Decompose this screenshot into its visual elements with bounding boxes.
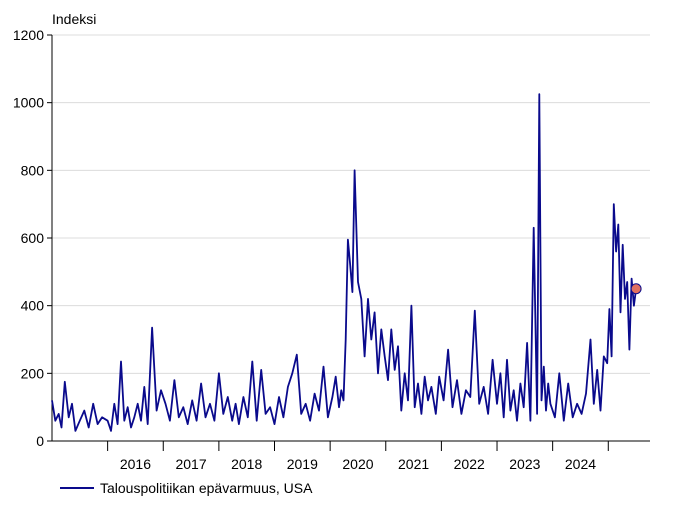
y-tick-label-800: 800 (21, 162, 45, 178)
y-tick-label-600: 600 (21, 230, 45, 246)
y-tick-label-1000: 1000 (13, 95, 44, 111)
legend-label: Talouspolitiikan epävarmuus, USA (100, 480, 313, 496)
x-tick-label-2018: 2018 (231, 456, 262, 472)
y-tick-label-0: 0 (36, 433, 44, 449)
x-tick-label-2019: 2019 (287, 456, 318, 472)
x-tick-label-2023: 2023 (509, 456, 540, 472)
x-tick-label-2016: 2016 (120, 456, 151, 472)
legend: Talouspolitiikan epävarmuus, USA (60, 480, 312, 496)
x-tick-label-2020: 2020 (342, 456, 373, 472)
x-tick-label-2022: 2022 (454, 456, 485, 472)
x-tick-label-2024: 2024 (565, 456, 596, 472)
legend-line-swatch (60, 487, 94, 489)
x-tick-label-2021: 2021 (398, 456, 429, 472)
y-tick-label-200: 200 (21, 365, 45, 381)
y-tick-label-400: 400 (21, 298, 45, 314)
y-axis-label: Indeksi (52, 11, 96, 27)
series-line-0 (51, 93, 637, 432)
x-tick-label-2017: 2017 (175, 456, 206, 472)
last-value-marker (630, 283, 642, 295)
y-tick-label-1200: 1200 (13, 27, 44, 43)
